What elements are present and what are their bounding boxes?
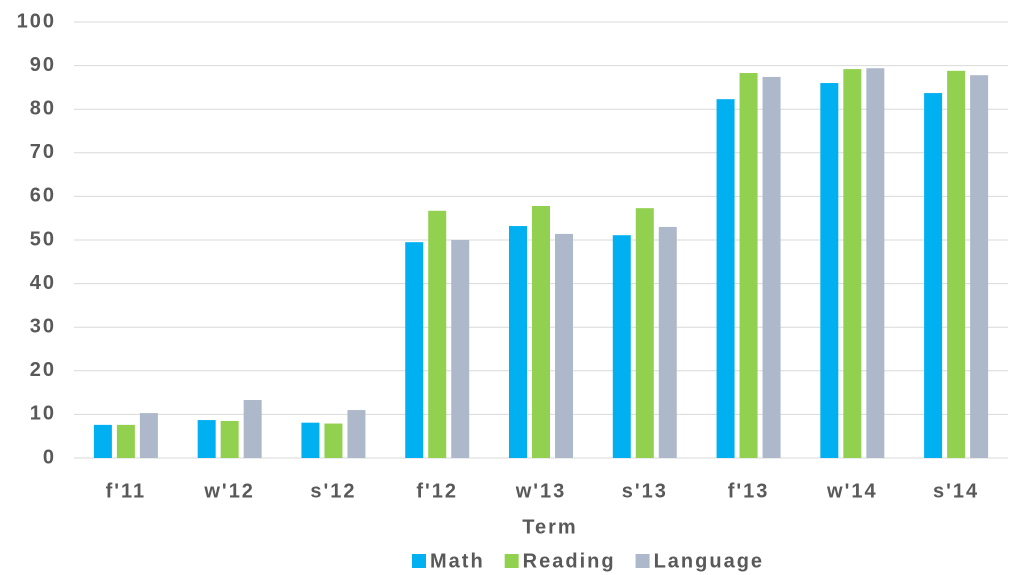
x-tick-label: s'14 <box>933 480 979 502</box>
y-tick-label: 70 <box>30 141 56 163</box>
bar <box>739 73 758 459</box>
legend-label: Math <box>430 550 485 572</box>
x-tick-label: s'13 <box>622 480 668 502</box>
legend-label: Language <box>654 550 764 572</box>
legend-label: Reading <box>523 550 616 572</box>
y-tick-label: 20 <box>30 359 56 381</box>
bar <box>116 424 135 458</box>
bar <box>555 233 573 458</box>
y-tick-label: 40 <box>30 272 56 294</box>
bar <box>405 242 424 458</box>
x-tick-label: f'13 <box>728 480 770 502</box>
x-tick-label: f'12 <box>416 480 458 502</box>
x-axis-label: Term <box>522 516 577 538</box>
bar <box>970 75 989 458</box>
legend-swatch <box>504 554 519 568</box>
bar <box>924 93 943 459</box>
bar <box>220 420 239 458</box>
x-tick-label: w'13 <box>515 480 567 502</box>
bar <box>635 208 654 458</box>
legend-swatch <box>635 554 650 568</box>
y-tick-label: 50 <box>30 228 56 250</box>
bar <box>947 70 966 458</box>
bar <box>451 240 470 458</box>
bar <box>428 210 447 458</box>
x-tick-label: s'12 <box>310 480 356 502</box>
legend-swatch <box>412 554 426 568</box>
y-tick-label: 10 <box>30 403 56 425</box>
x-tick-label: w'14 <box>826 480 878 502</box>
bar <box>197 420 216 458</box>
y-tick-label: 90 <box>30 54 56 76</box>
bar <box>843 69 862 458</box>
bar <box>866 68 885 458</box>
bar <box>509 226 527 458</box>
bar <box>301 422 320 458</box>
bar <box>324 423 343 458</box>
bar <box>243 400 262 458</box>
y-tick-label: 60 <box>30 185 56 207</box>
bar <box>820 83 839 458</box>
bar <box>658 226 677 458</box>
x-tick-label: w'12 <box>203 480 255 502</box>
y-tick-label: 0 <box>43 446 56 468</box>
bar <box>139 413 158 458</box>
y-tick-label: 30 <box>30 315 56 337</box>
bar <box>762 76 781 458</box>
bar <box>347 410 366 458</box>
bar <box>93 424 112 458</box>
y-tick-label: 100 <box>17 10 56 32</box>
x-tick-label: f'11 <box>106 480 147 502</box>
y-tick-label: 80 <box>30 97 56 119</box>
bar <box>532 205 550 458</box>
bar <box>612 235 631 458</box>
bar <box>716 99 735 458</box>
